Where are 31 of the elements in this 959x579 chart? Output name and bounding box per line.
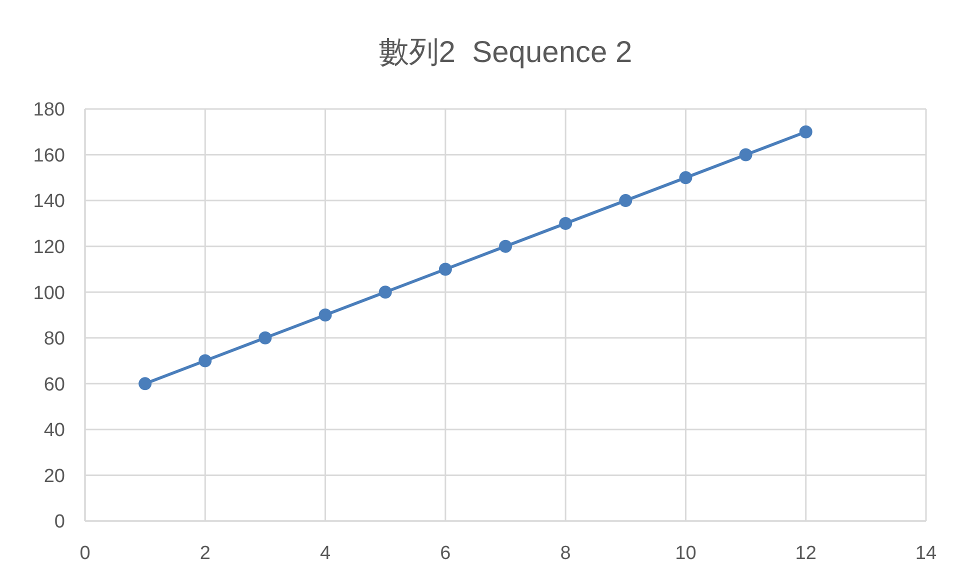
point [799, 125, 812, 138]
point [438, 262, 452, 276]
x-tick-label: 14 [915, 543, 937, 564]
y-tick-label: 180 [33, 100, 65, 121]
x-tick-label: 10 [675, 543, 696, 564]
y-tick-label: 40 [44, 420, 65, 442]
x-tick-label: 2 [200, 543, 210, 564]
y-tick-label: 160 [33, 145, 65, 166]
x-tick-label: 12 [795, 543, 816, 564]
y-tick-label: 80 [44, 328, 65, 350]
point [378, 286, 392, 299]
point [619, 194, 632, 208]
point [739, 148, 752, 162]
point [499, 240, 512, 253]
chart-title: 數列2 Sequence 2 [378, 36, 632, 69]
point [559, 216, 572, 230]
point [138, 377, 152, 390]
y-tick-label: 60 [44, 374, 65, 396]
y-tick-label: 100 [33, 282, 65, 304]
y-tick-label: 0 [54, 512, 65, 533]
y-tick-label: 20 [44, 466, 65, 487]
point [198, 354, 212, 368]
y-tick-label: 120 [33, 236, 65, 258]
point [318, 308, 332, 322]
y-tick-label: 140 [33, 191, 65, 212]
x-tick-label: 0 [80, 543, 90, 564]
x-tick-label: 8 [560, 543, 571, 564]
point [258, 331, 272, 344]
point [679, 171, 692, 184]
x-tick-label: 6 [440, 543, 451, 564]
x-tick-label: 4 [320, 543, 331, 564]
